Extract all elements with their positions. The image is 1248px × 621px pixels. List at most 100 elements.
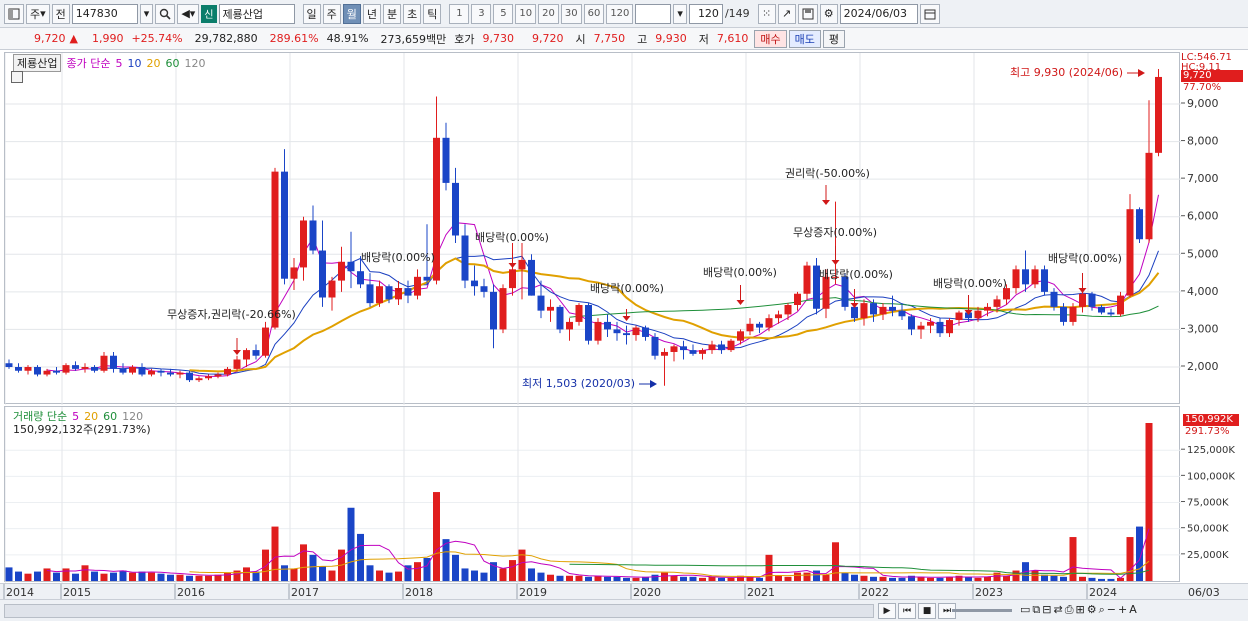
zoom-slider[interactable] bbox=[952, 609, 1012, 612]
candle-body bbox=[775, 314, 782, 319]
window-menu-icon[interactable] bbox=[4, 3, 24, 24]
volume-bar bbox=[594, 575, 602, 581]
draw-icon[interactable]: ↗ bbox=[777, 3, 796, 24]
link-icon[interactable]: ⇄ bbox=[1053, 603, 1063, 616]
count-input[interactable]: 120 bbox=[688, 3, 723, 24]
price-legend-ma5: 5 bbox=[115, 56, 123, 70]
num-3[interactable]: 3 bbox=[471, 3, 492, 24]
candle-body bbox=[689, 350, 697, 354]
candle-body bbox=[1088, 293, 1096, 307]
period-day[interactable]: 일 bbox=[302, 3, 321, 24]
num-120[interactable]: 120 bbox=[606, 3, 634, 24]
volume-bar bbox=[908, 575, 915, 581]
volume-bar bbox=[727, 577, 735, 581]
period-tick[interactable]: 틱 bbox=[423, 3, 442, 24]
window-icon[interactable]: ⧉ bbox=[1032, 603, 1041, 616]
period-minute[interactable]: 분 bbox=[383, 3, 402, 24]
copy-icon[interactable]: ⊞ bbox=[1075, 603, 1085, 616]
annotation-e5-arrow-head bbox=[736, 300, 745, 305]
candle-body bbox=[129, 367, 136, 373]
period-week[interactable]: 주 bbox=[322, 3, 341, 24]
calendar-icon[interactable] bbox=[919, 3, 940, 24]
period-second[interactable]: 초 bbox=[403, 3, 422, 24]
table-toggle-icon[interactable] bbox=[11, 71, 23, 83]
mode-label: 주 bbox=[30, 7, 41, 21]
candle-body bbox=[756, 323, 763, 328]
volume-bar bbox=[955, 575, 963, 581]
volume-bar bbox=[404, 565, 412, 581]
price-legend-ma10: 10 bbox=[127, 56, 142, 70]
buy-button[interactable]: 매수 bbox=[754, 29, 787, 48]
gear-icon[interactable]: ⚙ bbox=[819, 3, 838, 24]
volume-axis-tick-label: 100,000K bbox=[1187, 471, 1235, 482]
candle-body bbox=[1145, 152, 1153, 240]
candle-body bbox=[908, 316, 915, 330]
num-20[interactable]: 20 bbox=[538, 3, 559, 24]
volume-bar bbox=[252, 571, 260, 581]
candle-body bbox=[1107, 312, 1115, 315]
candle-body bbox=[1069, 306, 1077, 322]
code-dropdown-icon[interactable]: ▾ bbox=[139, 3, 154, 24]
print-icon[interactable]: ⎙ bbox=[1064, 603, 1074, 616]
num-5[interactable]: 5 bbox=[493, 3, 514, 24]
period-month[interactable]: 월 bbox=[342, 3, 361, 24]
volume-bar bbox=[176, 574, 184, 581]
volume-bar bbox=[822, 574, 830, 581]
candle-body bbox=[993, 299, 1001, 307]
price-legend-name[interactable]: 제룡산업 bbox=[13, 54, 62, 72]
minus-icon[interactable]: − bbox=[1106, 603, 1116, 616]
volume-legend-ma5: 5 bbox=[72, 409, 80, 423]
scroll-first-icon[interactable]: ⏮ bbox=[898, 603, 916, 619]
scrollbar-track[interactable] bbox=[4, 604, 874, 618]
num-10[interactable]: 10 bbox=[515, 3, 537, 24]
speaker-icon[interactable]: ◀▾ bbox=[177, 3, 200, 24]
custom-period-dropdown-icon[interactable]: ▾ bbox=[673, 3, 687, 24]
split-icon[interactable]: ⊟ bbox=[1042, 603, 1052, 616]
price-axis-current: 9,720 bbox=[1181, 70, 1243, 82]
num-60[interactable]: 60 bbox=[583, 3, 605, 24]
avg-button[interactable]: 평 bbox=[822, 29, 846, 48]
volume-chart-panel[interactable]: 거래량 단순 5 20 60 120 150,992,132주(291.73%) bbox=[4, 406, 1181, 583]
annotation-low-arrow-head bbox=[650, 380, 657, 388]
settings-icon[interactable]: ⚙ bbox=[1086, 603, 1097, 616]
period-year[interactable]: 년 bbox=[362, 3, 381, 24]
custom-period-input[interactable] bbox=[635, 3, 672, 24]
quote-high-label: 고 bbox=[637, 32, 648, 46]
volume-bar bbox=[613, 576, 621, 581]
compare-icon[interactable]: ⁙ bbox=[757, 3, 776, 24]
volume-bar bbox=[1126, 537, 1134, 581]
stop-icon[interactable]: ■ bbox=[918, 603, 936, 619]
sell-button[interactable]: 매도 bbox=[788, 29, 821, 48]
annotation-e6-arrow-head bbox=[822, 200, 830, 205]
search-icon[interactable] bbox=[155, 3, 176, 24]
candle-body bbox=[955, 312, 963, 321]
quote-price: 9,720 bbox=[34, 32, 66, 45]
scroll-right-icon[interactable]: ▶ bbox=[878, 603, 896, 619]
num-1[interactable]: 1 bbox=[449, 3, 470, 24]
volume-bar bbox=[129, 572, 136, 581]
volume-bar bbox=[917, 576, 925, 581]
price-chart-panel[interactable]: 최고 9,930 (2024/06) 최저 1,503 (2020/03) 무상증자… bbox=[4, 52, 1181, 405]
quote-low-label: 저 bbox=[698, 32, 709, 46]
num-30[interactable]: 30 bbox=[560, 3, 582, 24]
candle-body bbox=[186, 372, 193, 381]
candle-body bbox=[81, 367, 89, 369]
save-icon[interactable] bbox=[797, 3, 818, 24]
mode-select[interactable]: 주 ▾ bbox=[26, 3, 50, 24]
price-chart[interactable]: 최고 9,930 (2024/06) 최저 1,503 (2020/03) 무상증자… bbox=[5, 53, 1181, 405]
prev-button[interactable]: 전 bbox=[51, 3, 70, 24]
date-input[interactable]: 2024/06/03 bbox=[839, 3, 918, 24]
candle-body bbox=[233, 359, 241, 369]
font-icon[interactable]: A bbox=[1129, 603, 1137, 616]
stock-name-field[interactable]: 제룡산업 bbox=[218, 3, 295, 24]
layout-icon[interactable]: ▭ bbox=[1020, 603, 1031, 616]
volume-chart[interactable] bbox=[5, 407, 1181, 583]
candle-body bbox=[670, 346, 678, 352]
code-input[interactable]: 147830 bbox=[71, 3, 138, 24]
candle-body bbox=[803, 265, 811, 294]
volume-legend-ma20: 20 bbox=[84, 409, 99, 423]
plus-icon[interactable]: + bbox=[1118, 603, 1128, 616]
zoom-icon[interactable]: ⌕ bbox=[1098, 603, 1105, 616]
annotation-e1-arrow-head bbox=[233, 350, 241, 355]
volume-bar bbox=[936, 577, 944, 581]
